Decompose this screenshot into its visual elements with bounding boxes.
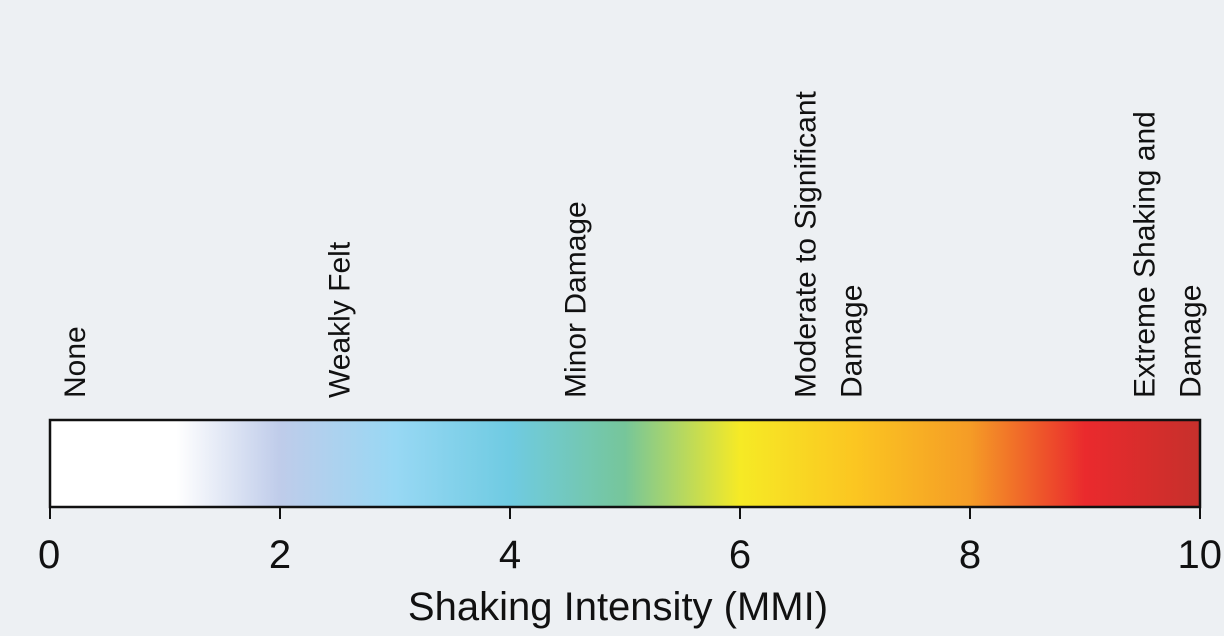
category-label: Damage bbox=[1175, 285, 1208, 398]
tick-label: 10 bbox=[1178, 533, 1223, 577]
tick-marks bbox=[49, 507, 1201, 519]
tick-label: 6 bbox=[729, 533, 751, 577]
tick-label: 2 bbox=[269, 533, 291, 577]
category-label: None bbox=[59, 326, 92, 398]
tick-label: 8 bbox=[959, 533, 981, 577]
tick-label: 0 bbox=[38, 533, 60, 577]
tick-labels: 0 2 4 6 8 10 bbox=[38, 533, 1222, 577]
color-bar bbox=[48, 418, 1202, 509]
x-axis-label: Shaking Intensity (MMI) bbox=[408, 585, 828, 629]
tick-label: 4 bbox=[499, 533, 521, 577]
category-label: Minor Damage bbox=[559, 201, 592, 398]
category-label: Moderate to Significant bbox=[789, 90, 822, 398]
category-label: Weakly Felt bbox=[324, 241, 357, 398]
category-label: Damage bbox=[835, 285, 868, 398]
category-labels: None Weakly Felt Minor Damage Moderate to S… bbox=[59, 90, 1208, 398]
category-label: Extreme Shaking and bbox=[1129, 111, 1162, 398]
